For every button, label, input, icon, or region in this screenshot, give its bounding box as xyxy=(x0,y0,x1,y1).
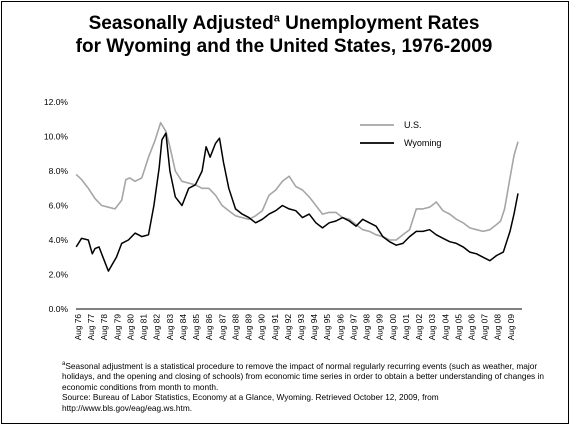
series-lines xyxy=(75,121,519,272)
x-tick-label: Aug 08 xyxy=(493,314,503,341)
x-tick-label: Aug 94 xyxy=(309,314,319,341)
x-tick-label: Aug 77 xyxy=(86,314,96,341)
x-tick-label: Aug 93 xyxy=(296,314,306,341)
x-tick-label: Aug 81 xyxy=(139,314,149,341)
chart-title: Seasonally Adjusteda Unemployment Rates … xyxy=(0,12,568,58)
x-tick-label: Aug 76 xyxy=(73,314,83,341)
legend-label: U.S. xyxy=(404,120,422,130)
x-tick-label: Aug 98 xyxy=(362,314,372,341)
footnote-text: Seasonal adjustment is a statistical pro… xyxy=(62,361,544,392)
source-note: Source: Bureau of Labor Statistics, Econ… xyxy=(62,392,439,413)
x-tick-label: Aug 00 xyxy=(388,314,398,341)
x-tick-label: Aug 90 xyxy=(257,314,267,341)
y-tick-label: 4.0% xyxy=(49,235,69,245)
series-line-u-s xyxy=(75,121,519,241)
footnote-marker: a xyxy=(62,361,66,368)
x-tick-label: Aug 86 xyxy=(204,314,214,341)
y-tick-label: 8.0% xyxy=(49,166,69,176)
legend-label: Wyoming xyxy=(404,138,441,148)
x-tick-label: Aug 96 xyxy=(335,314,345,341)
x-tick-label: Aug 03 xyxy=(427,314,437,341)
x-tick-label: Aug 99 xyxy=(375,314,385,341)
title-part-1: Seasonally Adjusted xyxy=(88,13,274,34)
footnote: aSeasonal adjustment is a statistical pr… xyxy=(62,361,562,392)
x-tick-label: Aug 83 xyxy=(165,314,175,341)
x-tick-label: Aug 91 xyxy=(270,314,280,341)
x-tick-label: Aug 95 xyxy=(322,314,332,341)
y-tick-label: 2.0% xyxy=(49,270,69,280)
x-tick-label: Aug 07 xyxy=(480,314,490,341)
x-tick-label: Aug 87 xyxy=(217,314,227,341)
title-superscript: a xyxy=(273,12,280,25)
x-tick-label: Aug 05 xyxy=(453,314,463,341)
x-axis-ticks: Aug 76 Aug 77 Aug 78 Aug 79 Aug 80 Aug 81 Aug … xyxy=(73,314,516,341)
x-tick-label: Aug 84 xyxy=(178,314,188,341)
x-tick-label: Aug 80 xyxy=(125,314,135,341)
x-tick-label: Aug 85 xyxy=(191,314,201,341)
x-tick-label: Aug 09 xyxy=(506,314,516,341)
chart-notes: aSeasonal adjustment is a statistical pr… xyxy=(62,361,562,413)
y-tick-label: 0.0% xyxy=(49,304,69,314)
title-line-1: Seasonally Adjusteda Unemployment Rates xyxy=(0,12,568,35)
x-tick-label: Aug 97 xyxy=(348,314,358,341)
x-tick-label: Aug 79 xyxy=(112,314,122,341)
x-tick-label: Aug 06 xyxy=(467,314,477,341)
x-tick-label: Aug 89 xyxy=(244,314,254,341)
x-tick-label: Aug 92 xyxy=(283,314,293,341)
x-tick-label: Aug 78 xyxy=(99,314,109,341)
title-part-2: Unemployment Rates xyxy=(279,13,480,34)
x-tick-label: Aug 02 xyxy=(414,314,424,341)
x-tick-label: Aug 88 xyxy=(230,314,240,341)
title-line-2: for Wyoming and the United States, 1976-… xyxy=(75,36,493,57)
y-tick-label: 12.0% xyxy=(44,97,69,107)
x-tick-label: Aug 04 xyxy=(440,314,450,341)
y-tick-label: 10.0% xyxy=(44,132,69,142)
series-line-wyoming xyxy=(75,132,519,272)
y-tick-label: 6.0% xyxy=(49,201,69,211)
x-tick-label: Aug 01 xyxy=(401,314,411,341)
legend: U.S. Wyoming xyxy=(360,120,441,148)
x-tick-label: Aug 82 xyxy=(152,314,162,341)
y-axis-ticks: 0.0% 2.0% 4.0% 6.0% 8.0% 10.0% 12.0% xyxy=(44,97,69,314)
